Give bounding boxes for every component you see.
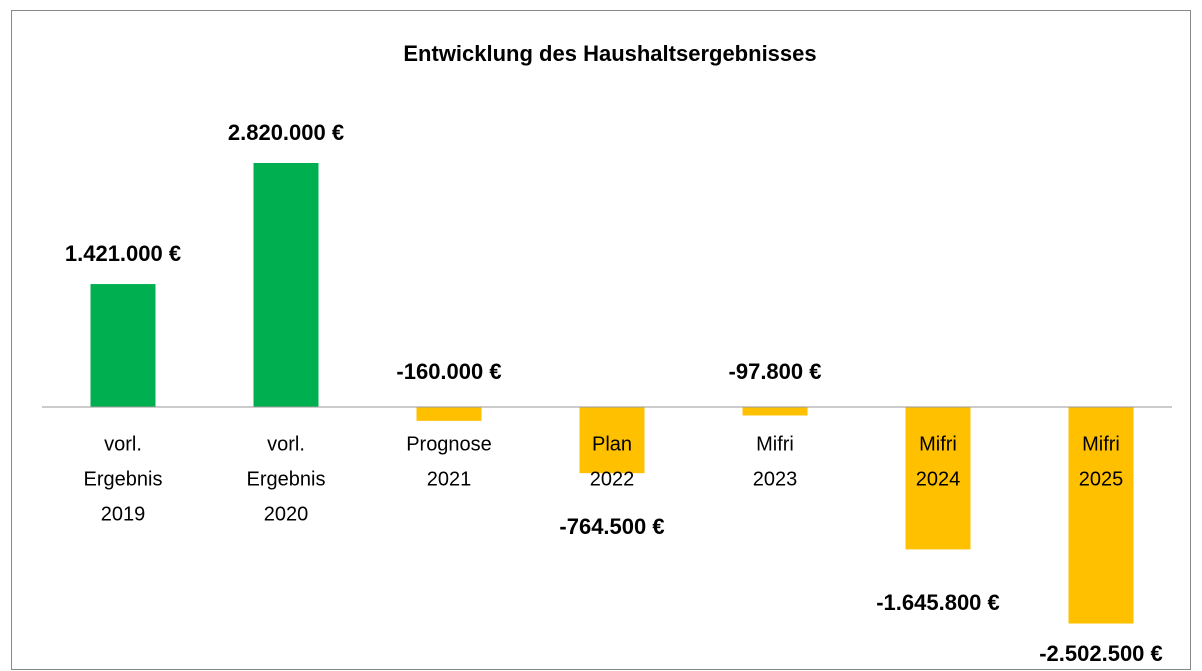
- x-tick-label: vorl.: [267, 433, 305, 455]
- x-tick-label: Ergebnis: [84, 468, 163, 490]
- x-tick-label: Ergebnis: [247, 468, 326, 490]
- bar: [416, 407, 482, 421]
- x-tick-label: Mifri: [1082, 433, 1120, 455]
- bar: [1068, 407, 1134, 624]
- data-label: 1.421.000 €: [65, 241, 181, 266]
- x-tick-label: Mifri: [919, 433, 957, 455]
- chart-title: Entwicklung des Haushaltsergebnisses: [403, 41, 816, 66]
- data-label: 2.820.000 €: [228, 120, 344, 145]
- x-tick-label: 2025: [1079, 468, 1124, 490]
- x-tick-label: vorl.: [104, 433, 142, 455]
- x-tick-label: 2023: [753, 468, 798, 490]
- bar: [253, 163, 319, 407]
- bar: [90, 284, 156, 407]
- data-label: -764.500 €: [559, 514, 664, 539]
- data-label: -2.502.500 €: [1039, 641, 1163, 666]
- data-label: -1.645.800 €: [876, 590, 1000, 615]
- x-tick-label: Prognose: [406, 433, 492, 455]
- data-label: -97.800 €: [729, 359, 822, 384]
- x-tick-label: Mifri: [756, 433, 794, 455]
- chart-border: [11, 10, 1191, 670]
- x-tick-label: 2020: [264, 503, 309, 525]
- data-label: -160.000 €: [396, 359, 501, 384]
- x-tick-label: 2022: [590, 468, 635, 490]
- x-tick-label: Plan: [592, 433, 632, 455]
- bar: [742, 407, 808, 416]
- x-tick-label: 2019: [101, 503, 146, 525]
- x-tick-label: 2021: [427, 468, 472, 490]
- bar: [579, 407, 645, 474]
- bar: [905, 407, 971, 550]
- x-tick-label: 2024: [916, 468, 961, 490]
